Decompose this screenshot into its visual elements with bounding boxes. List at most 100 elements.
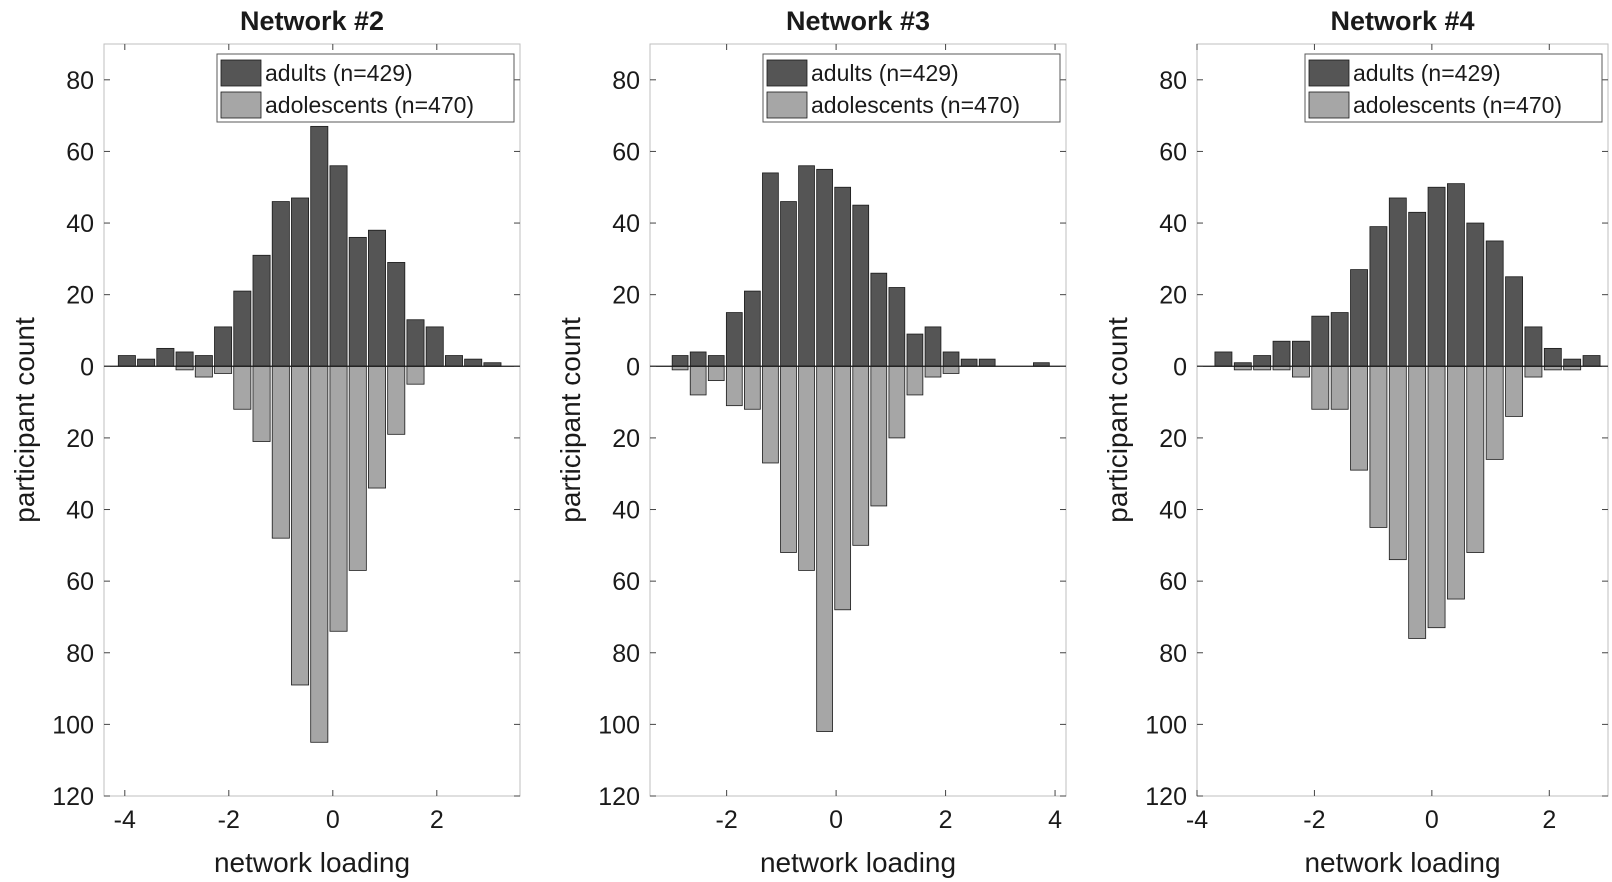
bar-adolescents	[852, 365, 870, 546]
y-tick-label: 60	[612, 568, 640, 596]
bar-adults	[1408, 211, 1427, 367]
bar-adolescents	[1388, 365, 1407, 561]
bar-adolescents	[888, 365, 906, 439]
y-tick-label: 60	[1159, 568, 1187, 596]
bar-adults	[1350, 269, 1368, 367]
bar-adults	[1447, 183, 1465, 367]
legend-box	[216, 53, 515, 123]
bar-adults	[444, 355, 463, 367]
bar-adults	[888, 287, 906, 367]
y-tick-label: 40	[66, 497, 94, 525]
bar-adults	[1272, 340, 1291, 367]
y-tick-label: 0	[1173, 353, 1187, 381]
bar-adolescents	[1369, 365, 1388, 528]
bar-adults	[137, 358, 156, 367]
bar-adults	[1505, 276, 1523, 367]
y-tick-label: 120	[598, 783, 640, 811]
y-tick-label: 60	[1159, 138, 1187, 166]
y-tick-label: 80	[1159, 67, 1187, 95]
x-tick-label: -4	[114, 806, 136, 834]
bar-adolescents	[924, 365, 942, 378]
y-tick-label: 120	[1145, 783, 1187, 811]
bar-adults	[1214, 351, 1233, 367]
y-tick-label: 20	[612, 282, 640, 310]
bar-adolescents	[194, 365, 213, 378]
bar-adolescents	[368, 365, 386, 489]
chart-title: Network #4	[1330, 6, 1474, 36]
legend-swatch-adolescents	[1308, 91, 1350, 119]
x-tick-label: 4	[1048, 806, 1062, 834]
bar-adolescents	[870, 365, 888, 507]
bar-adolescents	[1524, 365, 1543, 378]
bar-adults	[671, 355, 689, 367]
bar-adults	[906, 333, 924, 367]
x-tick-label: 0	[1425, 806, 1439, 834]
bar-adults	[1466, 222, 1485, 367]
bar-adults	[942, 351, 960, 367]
bar-adolescents	[348, 365, 367, 571]
bar-adults	[464, 358, 483, 367]
bar-adolescents	[1311, 365, 1330, 410]
bar-adults	[707, 355, 725, 367]
bar-adults	[1330, 312, 1349, 367]
y-tick-label: 40	[1159, 210, 1187, 238]
bar-adults	[291, 197, 310, 367]
bar-adults	[348, 236, 367, 367]
bar-adults	[194, 355, 213, 367]
bar-adults	[1543, 347, 1562, 367]
bar-adolescents	[1447, 365, 1465, 600]
y-axis-label: participant count	[9, 317, 40, 523]
bar-adults	[368, 229, 386, 367]
y-tick-label: 80	[66, 67, 94, 95]
y-tick-label: 80	[612, 67, 640, 95]
bar-adolescents	[329, 365, 348, 632]
y-tick-label: 0	[80, 353, 94, 381]
bar-adolescents	[689, 365, 707, 396]
bar-adolescents	[834, 365, 852, 611]
x-tick-label: -4	[1186, 806, 1208, 834]
chart-title: Network #3	[786, 6, 930, 36]
legend-label-adolescents: adolescents (n=470)	[1353, 92, 1562, 118]
y-tick-label: 100	[1145, 711, 1187, 739]
bar-adolescents	[1330, 365, 1349, 410]
bar-adolescents	[942, 365, 960, 374]
bar-adults	[117, 355, 136, 367]
y-tick-label: 80	[66, 640, 94, 668]
panel-network-3: 80 60 40 20 0 20 40 60 80 100 120 -2 0 2 4 Network #3 ne…	[555, 6, 1067, 878]
legend-label-adolescents: adolescents (n=470)	[811, 92, 1020, 118]
legend-label-adults: adults (n=429)	[265, 60, 413, 86]
bar-adults	[271, 201, 290, 367]
bar-adults	[870, 272, 888, 367]
bar-adults	[1582, 355, 1601, 367]
bar-adults	[425, 326, 444, 367]
bar-adults	[1311, 315, 1330, 367]
legend-swatch-adolescents	[766, 91, 808, 119]
bar-adolescents	[252, 365, 271, 442]
bar-adolescents	[387, 365, 406, 435]
bar-adolescents	[1505, 365, 1523, 417]
bar-adults	[725, 312, 743, 367]
bar-adults	[1388, 197, 1407, 367]
bar-adults	[387, 262, 406, 367]
y-tick-label: 40	[612, 497, 640, 525]
bar-adolescents	[762, 365, 779, 464]
bar-adults	[252, 254, 271, 367]
y-tick-label: 60	[66, 568, 94, 596]
panel-network-4: 80 60 40 20 0 20 40 60 80 100 120-4 -2 0 2 Network #4 n…	[1102, 6, 1609, 878]
bar-adults	[1524, 326, 1543, 367]
x-tick-label: -2	[218, 806, 240, 834]
bar-adolescents	[725, 365, 743, 407]
bar-adults	[175, 351, 194, 367]
legend-label-adults: adults (n=429)	[1353, 60, 1501, 86]
bar-adults	[978, 358, 996, 367]
y-tick-label: 100	[52, 711, 94, 739]
legend-box	[762, 53, 1061, 123]
bar-adolescents	[233, 365, 252, 410]
y-axis-label: participant count	[555, 317, 586, 523]
x-tick-label: 2	[1542, 806, 1556, 834]
bar-adults	[744, 290, 761, 367]
bar-adults	[406, 319, 425, 367]
bar-adults	[816, 168, 833, 367]
x-axis-label: network loading	[214, 847, 410, 878]
bar-adults	[1253, 355, 1272, 367]
